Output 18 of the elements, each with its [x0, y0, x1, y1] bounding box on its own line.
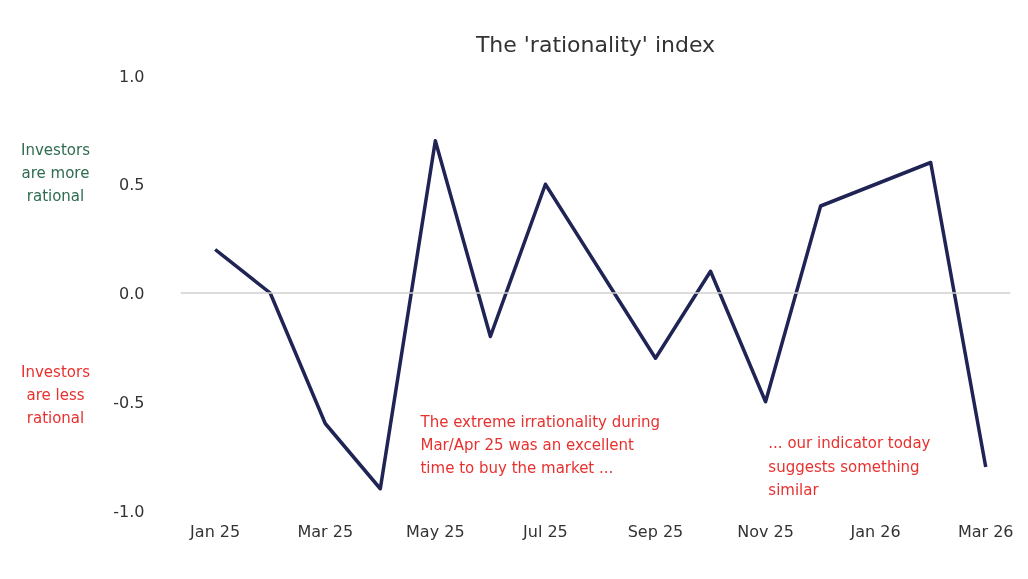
y-tick-label: -0.5: [113, 392, 145, 412]
y-tick-label: -1.0: [113, 501, 145, 521]
x-tick-label: Sep 25: [627, 521, 684, 541]
annotation: The extreme irrationality during Mar/Apr 25 was an excellent time to buy the market ...: [419, 412, 661, 478]
annotation: ... our indicator today suggests something similar: [768, 434, 931, 500]
y-tick-label: 1.0: [119, 66, 145, 86]
x-tick-label: Jan 26: [849, 521, 901, 541]
x-tick-label: May 25: [406, 521, 465, 541]
y-tick-label: 0.0: [119, 284, 145, 303]
chart-title: The 'rationality' index: [474, 31, 716, 57]
x-tick-label: Jul 25: [522, 521, 568, 541]
x-tick-label: Mar 25: [297, 521, 354, 541]
text: Investors are less rational: [21, 362, 91, 428]
x-tick-label: Nov 25: [737, 521, 794, 541]
text: Investors are more rational: [21, 140, 91, 206]
x-tick-label: Mar 26: [957, 521, 1014, 541]
x-tick-label: Jan 25: [189, 521, 241, 541]
y-tick-label: 0.5: [119, 175, 145, 195]
